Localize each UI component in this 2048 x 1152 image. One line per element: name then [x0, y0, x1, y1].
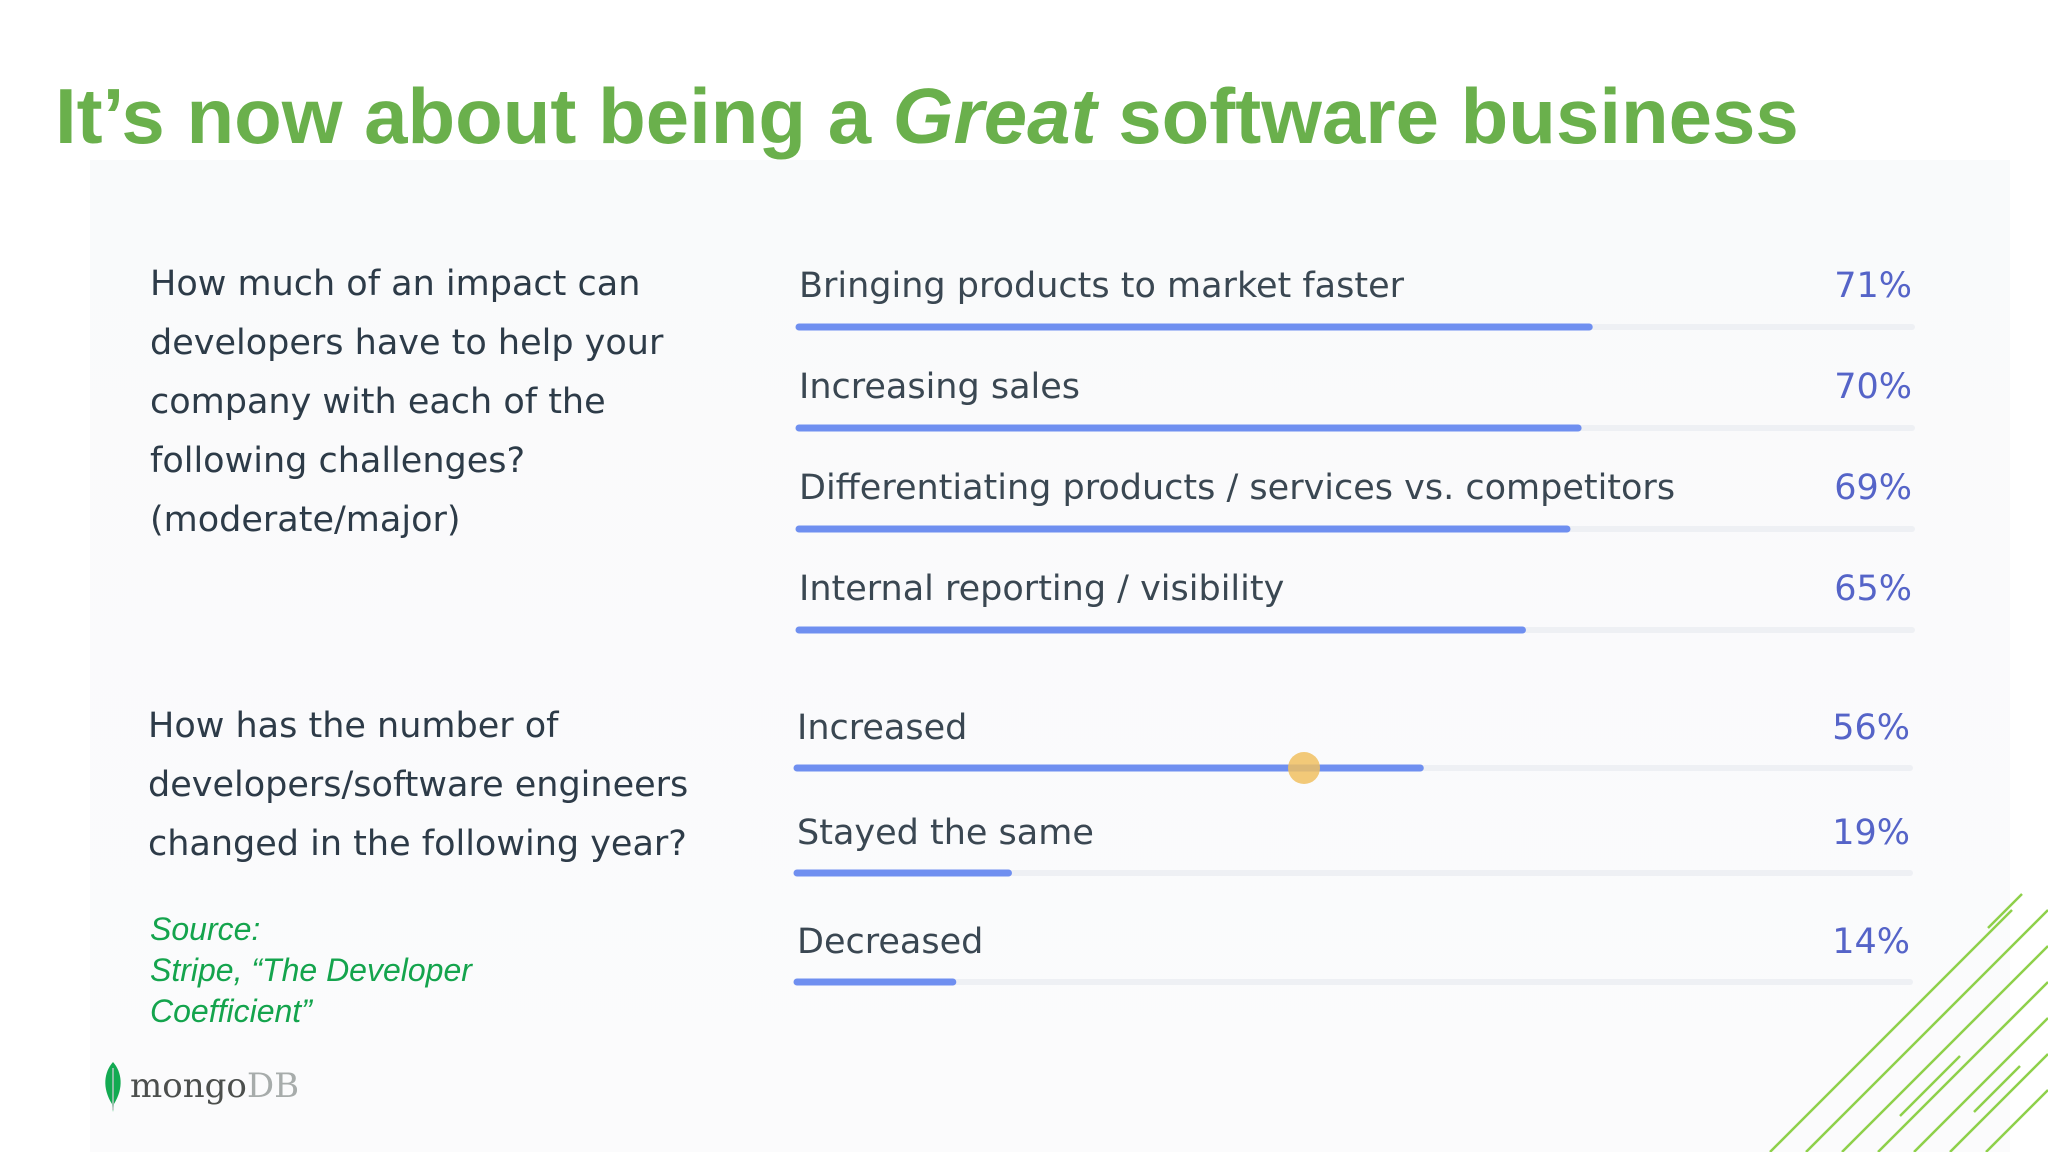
mongodb-logo: mongoDB	[100, 1060, 300, 1116]
value-label: 70%	[1834, 367, 1912, 407]
source-citation: Source: Stripe, “The Developer Coefficie…	[150, 909, 472, 1032]
logo-db: DB	[246, 1066, 300, 1106]
slide-title-suffix: software business	[1096, 72, 1799, 160]
category-label: Decreased	[797, 922, 983, 962]
value-label: 69%	[1834, 468, 1912, 508]
logo-mongo: mongo	[130, 1066, 247, 1106]
slide-title-prefix: It’s now about being a	[55, 72, 893, 160]
category-label: Internal reporting / visibility	[799, 569, 1284, 609]
category-label: Increased	[797, 708, 967, 748]
slide-title: It’s now about being a Great software bu…	[55, 66, 1799, 166]
source-label: Source:	[150, 911, 261, 947]
leaf-icon	[105, 1062, 121, 1112]
source-line-2: Coefficient”	[150, 993, 312, 1029]
value-label: 19%	[1832, 813, 1910, 853]
category-label: Increasing sales	[799, 367, 1080, 407]
category-label: Bringing products to market faster	[799, 266, 1405, 306]
cursor-highlight	[1288, 752, 1320, 784]
value-label: 71%	[1834, 266, 1912, 306]
question-headcount: How has the number of developers/softwar…	[148, 706, 689, 864]
value-label: 65%	[1834, 569, 1912, 609]
decorative-lines	[1769, 893, 2048, 1152]
slide-title-emphasis: Great	[892, 72, 1097, 160]
question-impact: How much of an impact can developers hav…	[150, 264, 664, 540]
category-label: Differentiating products / services vs. …	[799, 468, 1675, 508]
value-label: 56%	[1832, 708, 1910, 748]
logo-wordmark: mongoDB	[130, 1064, 299, 1108]
source-line-1: Stripe, “The Developer	[150, 952, 472, 988]
value-label: 14%	[1832, 922, 1910, 962]
category-label: Stayed the same	[797, 813, 1094, 853]
